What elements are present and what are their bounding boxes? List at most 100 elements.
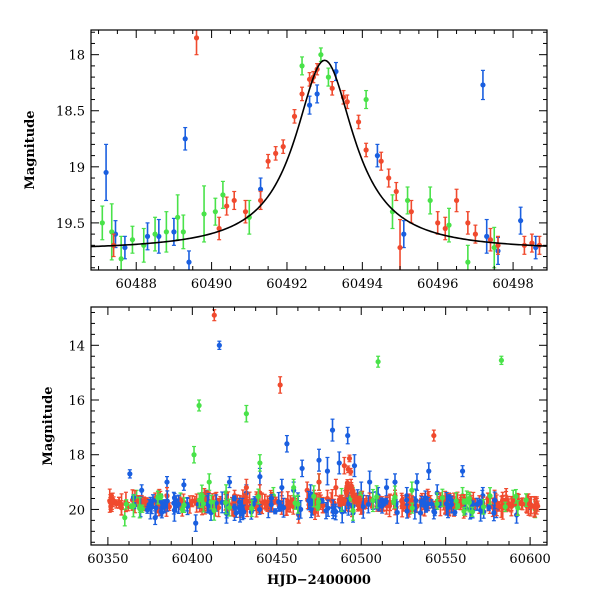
band-point-red [386, 494, 393, 518]
x-tick-label: 60550 [425, 552, 466, 567]
top-panel-model-curve [91, 59, 547, 248]
data-point-red-8 [273, 146, 279, 161]
top-panel-light-curve: 60488 60490 60492 60494 60496 60498 18 18.5 19 19… [23, 29, 548, 292]
data-point-green-4 [141, 227, 147, 263]
x-tick-label: 60600 [509, 552, 550, 567]
band-point-blue [323, 502, 329, 520]
band-point-blue [413, 488, 419, 513]
band-point-green [374, 485, 380, 509]
band-point-green [487, 487, 493, 505]
top-panel-data-points [99, 30, 543, 270]
band-point-blue [219, 491, 225, 514]
data-point-red-11 [299, 86, 305, 102]
data-point-red-25 [435, 211, 441, 235]
data-point-blue-24 [351, 454, 358, 478]
bottom-panel-y-axis-label: Magnitude [41, 386, 56, 465]
band-point-green [513, 488, 519, 504]
data-point-red-20 [341, 456, 347, 475]
y-tick-label: 19.5 [56, 217, 85, 232]
data-point-red-10 [291, 109, 298, 124]
band-point-blue [213, 494, 219, 512]
y-tick-label: 18 [68, 449, 85, 464]
band-point-green [311, 485, 317, 508]
x-tick-label: 60350 [87, 552, 128, 567]
data-point-green-4 [191, 445, 197, 464]
band-point-red [110, 492, 116, 508]
band-point-blue [268, 494, 274, 503]
band-point-blue [345, 497, 351, 509]
band-point-red [141, 496, 147, 505]
band-point-blue [280, 497, 287, 518]
data-point-green-9 [201, 185, 207, 243]
data-point-red-18 [355, 114, 362, 130]
band-point-blue [421, 498, 427, 508]
bottom-panel-light-curve: 60350 60400 60450 60500 60550 60600 14 16 18 20 M… [41, 306, 551, 588]
band-point-red [531, 496, 537, 518]
data-point-blue-5 [181, 478, 187, 491]
band-point-blue [431, 503, 437, 520]
band-point-red [519, 497, 526, 511]
data-point-red-2 [216, 216, 222, 241]
data-point-blue-6 [193, 514, 199, 532]
data-point-blue-1 [139, 484, 145, 497]
band-point-blue [330, 503, 336, 520]
band-point-blue [452, 508, 458, 516]
data-point-blue-18 [533, 235, 539, 260]
data-point-green-3 [129, 225, 136, 254]
band-point-green [223, 490, 229, 515]
data-point-red-28 [431, 429, 437, 442]
data-point-green-22 [491, 226, 497, 269]
band-point-green [480, 499, 487, 515]
band-point-blue [428, 499, 435, 509]
data-point-green-5 [152, 216, 158, 252]
data-point-green-11 [291, 478, 297, 497]
x-tick-label: 60492 [266, 277, 307, 292]
bump-point-red [353, 495, 360, 504]
band-point-green [523, 493, 529, 508]
data-point-green-15 [325, 67, 332, 87]
data-point-blue-20 [324, 456, 331, 486]
band-point-green [439, 488, 445, 508]
band-point-blue [272, 508, 278, 515]
data-point-blue-0 [127, 469, 133, 479]
y-tick-label: 14 [68, 339, 85, 354]
data-point-green-14 [318, 47, 324, 63]
band-point-green [469, 506, 475, 518]
band-point-blue [164, 490, 170, 512]
band-point-green [226, 498, 232, 517]
data-point-red-15 [329, 80, 335, 96]
data-point-green-1 [109, 203, 115, 261]
data-point-blue-3 [144, 222, 151, 251]
data-point-blue-0 [103, 143, 109, 202]
band-point-red [116, 496, 122, 509]
band-point-blue [277, 504, 283, 511]
data-point-green-8 [180, 214, 186, 250]
band-point-red [285, 491, 291, 513]
data-point-red-24 [408, 199, 414, 224]
band-point-blue [239, 497, 245, 521]
data-point-green-5 [196, 399, 202, 412]
band-point-blue [492, 491, 498, 510]
data-point-red-21 [386, 168, 392, 188]
data-point-red-3 [224, 196, 230, 216]
band-point-blue [256, 503, 263, 515]
data-point-green-6 [163, 211, 169, 253]
data-point-green-19 [498, 355, 504, 366]
x-tick-label: 60500 [341, 552, 382, 567]
data-point-blue-10 [314, 84, 320, 104]
top-panel-ticks: 60488 60490 60492 60494 60496 60498 18 18.5 19 19… [56, 30, 547, 292]
data-point-red-1 [193, 30, 200, 56]
data-point-green-13 [299, 56, 305, 76]
data-point-red-33 [529, 233, 535, 253]
data-point-green-14 [375, 355, 381, 368]
band-point-blue [171, 491, 177, 515]
data-point-blue-6 [182, 126, 188, 151]
data-point-blue-9 [226, 476, 233, 489]
bump-point-red [344, 482, 350, 491]
top-panel-y-axis-label: Magnitude [23, 110, 38, 189]
bump-point-red [337, 498, 343, 506]
data-point-red-7 [265, 153, 271, 169]
band-point-red [508, 496, 514, 513]
data-point-blue-23 [345, 426, 351, 445]
